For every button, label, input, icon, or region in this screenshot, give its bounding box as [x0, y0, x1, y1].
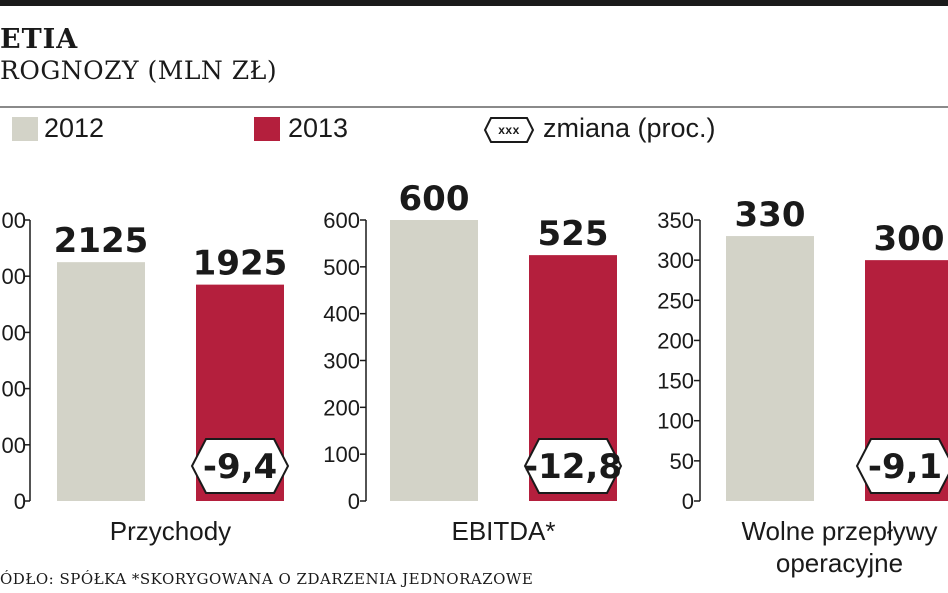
y-tick-label: 00 [2, 208, 26, 233]
y-tick-label: 350 [657, 208, 694, 233]
y-tick-label: 250 [657, 288, 694, 313]
legend-change-box-text: xxx [498, 123, 520, 137]
legend-swatch-2013 [254, 117, 280, 141]
bar-2012 [390, 220, 478, 501]
x-axis-label: Przychody [110, 516, 231, 546]
legend-label-2013: 2013 [288, 113, 349, 143]
bar-value-label: 2125 [54, 221, 149, 261]
source-footnote: ÓDŁO: SPÓŁKA *SKORYGOWANA O ZDARZENIA JE… [0, 570, 534, 588]
x-axis-label: operacyjne [776, 548, 903, 578]
y-tick-label: 200 [657, 328, 694, 353]
header-rule [0, 106, 948, 108]
y-tick-label: 100 [657, 409, 694, 434]
y-tick-label: 500 [323, 255, 360, 280]
y-tick-label: 0 [14, 489, 26, 514]
y-tick-label: 300 [323, 349, 360, 374]
chart-subtitle: ROGNOZY (MLN ZŁ) [0, 56, 278, 85]
change-hexagon [855, 438, 948, 494]
change-hexagon-icon [483, 117, 535, 143]
top-rule [0, 0, 948, 6]
change-value-label: -12,8 [524, 447, 622, 487]
y-tick-label: 00 [2, 264, 26, 289]
y-tick-label: 00 [2, 433, 26, 458]
x-axis-label: EBITDA* [451, 516, 555, 546]
y-tick-label: 100 [323, 442, 360, 467]
y-tick-label: 200 [323, 395, 360, 420]
bar-value-label: 330 [735, 195, 806, 235]
y-tick-label: 600 [323, 208, 360, 233]
y-tick-label: 150 [657, 369, 694, 394]
chart-title: ETIA [0, 24, 79, 55]
bar-value-label: 1925 [193, 244, 288, 284]
bar-value-label: 600 [399, 179, 470, 219]
legend-change-label: zmiana (proc.) [543, 113, 716, 143]
bar-value-label: 525 [538, 214, 609, 254]
legend-label-2012: 2012 [44, 113, 105, 143]
y-tick-label: 300 [657, 248, 694, 273]
bar-2012 [726, 236, 814, 502]
y-tick-label: 0 [682, 489, 694, 514]
y-tick-label: 00 [2, 320, 26, 345]
change-hexagon [190, 438, 290, 494]
x-axis-label: Wolne przepływy [741, 516, 937, 546]
y-tick-label: 00 [2, 377, 26, 402]
change-value-label: -9,4 [203, 447, 277, 487]
bar-2012 [57, 262, 145, 501]
y-tick-label: 0 [348, 489, 360, 514]
y-tick-label: 400 [323, 302, 360, 327]
bar-value-label: 300 [874, 219, 945, 259]
change-hexagon [523, 438, 623, 494]
change-value-label: -9,1 [868, 447, 942, 487]
legend-swatch-2012 [12, 117, 38, 141]
y-tick-label: 50 [670, 449, 694, 474]
